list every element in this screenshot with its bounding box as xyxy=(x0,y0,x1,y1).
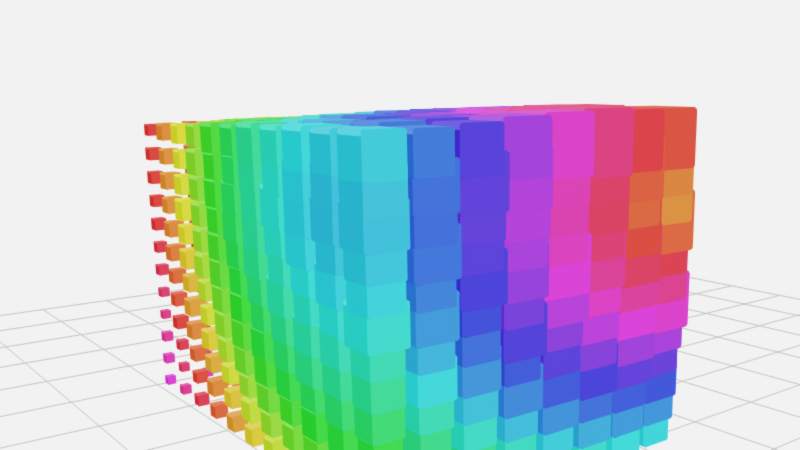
3d-cube-field-canvas[interactable] xyxy=(0,0,800,450)
scene-viewport xyxy=(0,0,800,450)
